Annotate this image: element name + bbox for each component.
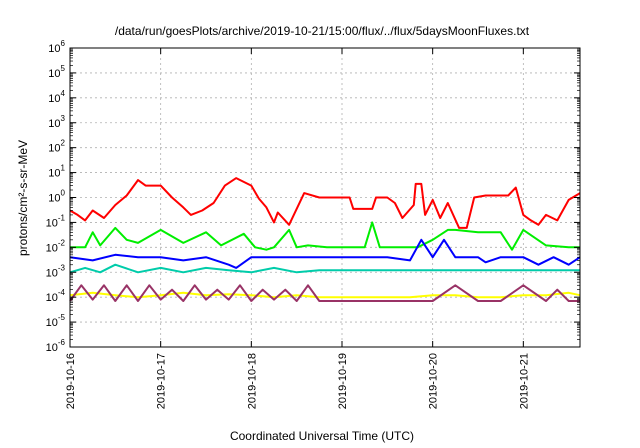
y-tick-label: 10-2 xyxy=(46,238,66,254)
y-tick-label: 100 xyxy=(48,189,65,205)
y-tick-label: 104 xyxy=(48,89,65,105)
series-line-5 xyxy=(69,284,580,302)
series-line-1 xyxy=(70,221,580,251)
x-axis-title: Coordinated Universal Time (UTC) xyxy=(230,429,414,443)
y-tick-label: 102 xyxy=(48,139,65,155)
y-tick-label: 105 xyxy=(48,64,65,80)
x-tick-label: 2019-10-16 xyxy=(65,353,77,409)
series-layer xyxy=(69,177,581,302)
y-tick-label: 10-1 xyxy=(46,213,66,229)
y-tick-label: 103 xyxy=(48,114,65,130)
y-tick-label: 10-4 xyxy=(46,288,66,304)
x-tick-label: 2019-10-18 xyxy=(246,353,258,409)
label-layer: 10-6 10-5 10-4 10-3 10-2 10-1 100 101 102 103 104 1… xyxy=(46,39,531,409)
y-axis-title: protons/cm²-s-sr-MeV xyxy=(16,140,30,256)
series-line-3 xyxy=(69,263,580,274)
tick-layer xyxy=(69,47,580,348)
series-line-4 xyxy=(69,291,581,299)
x-tick-label: 2019-10-19 xyxy=(337,353,349,409)
x-tick-label: 2019-10-21 xyxy=(518,353,530,409)
series-line-2 xyxy=(69,238,581,269)
y-tick-label: 106 xyxy=(48,39,65,55)
series-line-0 xyxy=(69,177,581,229)
y-tick-label: 101 xyxy=(48,164,65,180)
x-tick-label: 2019-10-17 xyxy=(156,353,168,409)
x-tick-label: 2019-10-20 xyxy=(428,353,440,409)
y-tick-label: 10-5 xyxy=(46,313,66,329)
y-tick-label: 10-3 xyxy=(46,263,66,279)
y-tick-label: 10-6 xyxy=(46,338,66,354)
chart-title: /data/run/goesPlots/archive/2019-10-21/1… xyxy=(115,24,530,38)
